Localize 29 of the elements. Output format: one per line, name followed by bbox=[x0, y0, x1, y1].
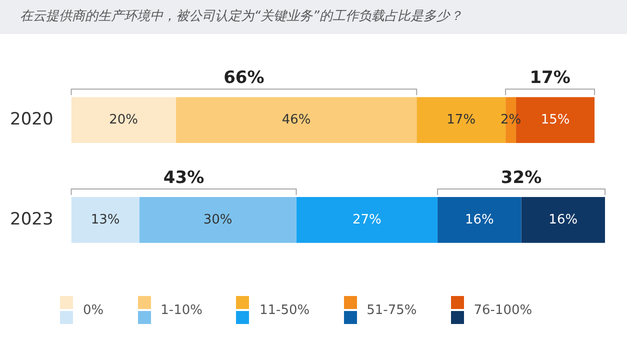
legend-label: 11-50% bbox=[259, 302, 310, 318]
annotation: 66% bbox=[224, 68, 264, 88]
legend-label: 76-100% bbox=[474, 302, 532, 318]
bar bbox=[296, 196, 438, 243]
bar bbox=[71, 97, 176, 144]
data-label: 13% bbox=[90, 212, 120, 228]
y-tick-label: 2020 bbox=[10, 110, 54, 130]
legend-label: 1-10% bbox=[160, 302, 202, 318]
data-label: 30% bbox=[203, 212, 232, 228]
data-label: 15% bbox=[540, 112, 570, 128]
legend-label: 51-75% bbox=[366, 302, 417, 318]
data-label: 20% bbox=[109, 112, 138, 128]
data-label: 16% bbox=[548, 212, 578, 228]
data-label: 46% bbox=[282, 112, 311, 128]
chart-title: 在云提供商的生产环境中，被公司认定为“关键业务”的工作负载占比是多少？ bbox=[0, 0, 627, 34]
annotation: 43% bbox=[163, 168, 204, 188]
data-label: 2% bbox=[500, 112, 522, 128]
bar bbox=[139, 196, 296, 243]
annotation: 17% bbox=[530, 68, 570, 88]
data-label: 16% bbox=[464, 212, 494, 228]
annotation: 32% bbox=[500, 168, 542, 188]
legend-label: 0% bbox=[83, 302, 104, 318]
bar bbox=[521, 196, 605, 243]
y-tick-label: 2023 bbox=[10, 209, 54, 230]
bar bbox=[438, 196, 522, 243]
data-label: 27% bbox=[352, 212, 382, 228]
bar bbox=[71, 196, 140, 243]
bar bbox=[176, 97, 417, 144]
data-label: 17% bbox=[446, 112, 476, 128]
